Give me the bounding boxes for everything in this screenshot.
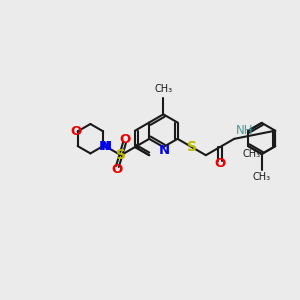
Text: O: O xyxy=(119,133,131,146)
Text: O: O xyxy=(70,125,82,138)
Text: N: N xyxy=(158,143,169,157)
Text: S: S xyxy=(116,148,126,162)
Text: CH₃: CH₃ xyxy=(242,149,260,159)
Text: CH₃: CH₃ xyxy=(154,84,172,94)
Text: N: N xyxy=(101,140,112,153)
Text: S: S xyxy=(187,140,197,154)
Text: O: O xyxy=(214,157,226,170)
Text: N: N xyxy=(99,140,110,153)
Text: CH₃: CH₃ xyxy=(253,172,271,182)
Text: O: O xyxy=(111,163,122,176)
Text: NH: NH xyxy=(236,124,253,137)
